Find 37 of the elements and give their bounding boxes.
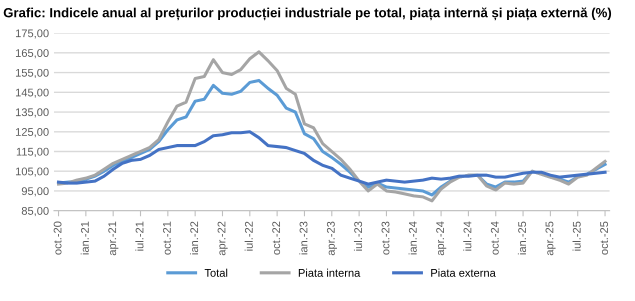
- y-tick-label: 135,00: [16, 108, 49, 118]
- x-tick-label: iul.-24: [463, 221, 472, 251]
- y-tick-label: 125,00: [16, 128, 49, 138]
- y-tick-label: 95,00: [22, 187, 49, 196]
- line-series: [57, 50, 607, 202]
- x-tick-label: apr.-24: [436, 221, 446, 256]
- x-tick-label: iul.-22: [244, 222, 253, 251]
- legend-label: Total: [204, 268, 228, 277]
- x-tick-label: oct.-21: [162, 222, 171, 255]
- x-tick-label: ian.-24: [408, 221, 417, 254]
- y-tick-label: 175,00: [16, 29, 49, 39]
- x-tick-label: oct.-20: [54, 222, 62, 255]
- y-tick-label: 105,00: [16, 168, 49, 177]
- y-tick-label: 165,00: [16, 49, 49, 58]
- x-tick-label: iul.-23: [354, 222, 362, 251]
- legend-label: Piata interna: [298, 268, 360, 277]
- x-tick-label: iul.-25: [572, 222, 581, 251]
- y-tick-label: 155,00: [16, 68, 49, 78]
- x-tick-label: oct.-24: [490, 221, 499, 255]
- x-tick-label: apr.-25: [546, 222, 556, 256]
- x-tick-label: ian.-23: [299, 222, 308, 254]
- x-tick-label: iul.-21: [135, 222, 144, 251]
- y-tick-label: 145,00: [16, 88, 49, 98]
- line-series: [57, 130, 607, 186]
- x-tick-label: oct.-23: [382, 222, 390, 255]
- y-tick-label: 85,00: [22, 206, 49, 216]
- x-tick-label: apr.-21: [108, 222, 118, 256]
- x-tick-label: apr.-22: [218, 222, 228, 256]
- x-tick-label: oct.-22: [272, 222, 280, 255]
- x-tick-label: ian.-25: [518, 222, 526, 254]
- x-tick-label: ian.-22: [190, 222, 198, 254]
- chart-title: Grafic: Indicele anual al prețurilor producției industriale pe total, piața internă și piața externă (%): [4, 8, 612, 20]
- legend-label: Piata externa: [431, 268, 496, 277]
- y-tick-label: 115,00: [16, 148, 49, 157]
- x-tick-label: ian.-21: [80, 222, 89, 254]
- x-tick-label: apr.-23: [326, 222, 337, 256]
- x-tick-label: oct.-25: [600, 222, 608, 255]
